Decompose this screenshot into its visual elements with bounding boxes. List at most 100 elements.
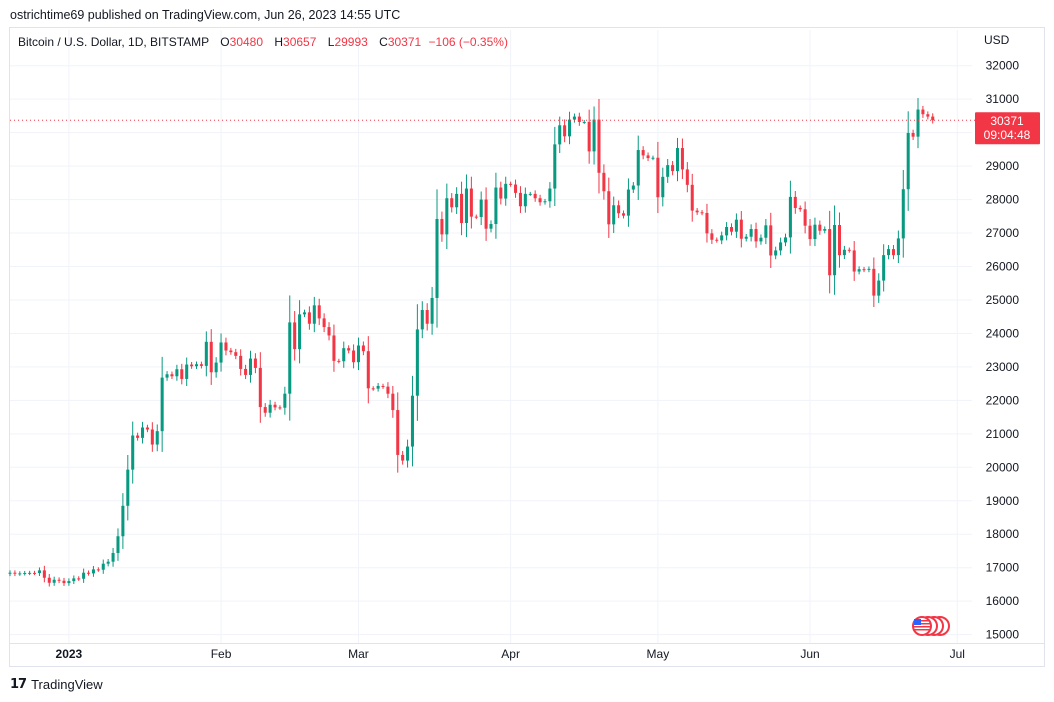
candle-body[interactable]: [543, 201, 547, 203]
candle-body[interactable]: [33, 572, 37, 574]
candle-body[interactable]: [322, 318, 326, 328]
candle-body[interactable]: [764, 225, 768, 238]
symbol-title[interactable]: Bitcoin / U.S. Dollar, 1D, BITSTAMP: [18, 35, 209, 49]
candle-body[interactable]: [361, 345, 365, 352]
candle-body[interactable]: [209, 341, 213, 373]
candle-body[interactable]: [101, 563, 105, 570]
candle-body[interactable]: [445, 198, 449, 235]
candle-body[interactable]: [165, 374, 169, 378]
candle-body[interactable]: [774, 250, 778, 256]
candle-body[interactable]: [582, 121, 586, 123]
candle-body[interactable]: [77, 578, 81, 580]
candle-body[interactable]: [140, 427, 145, 438]
candle-body[interactable]: [621, 213, 626, 216]
candle-body[interactable]: [877, 280, 881, 296]
candle-body[interactable]: [72, 578, 76, 582]
candle-body[interactable]: [57, 579, 61, 581]
candle-body[interactable]: [558, 125, 562, 145]
candle-body[interactable]: [278, 407, 282, 409]
candle-body[interactable]: [857, 269, 861, 272]
candle-body[interactable]: [666, 165, 670, 177]
candle-body[interactable]: [87, 572, 91, 574]
candle-body[interactable]: [577, 116, 581, 122]
candle-body[interactable]: [725, 227, 729, 236]
candle-body[interactable]: [248, 358, 253, 375]
candle-body[interactable]: [803, 209, 807, 226]
candle-body[interactable]: [548, 188, 552, 202]
candle-body[interactable]: [494, 187, 498, 225]
candle-body[interactable]: [572, 116, 576, 120]
candle-body[interactable]: [131, 435, 135, 470]
candle-body[interactable]: [887, 249, 891, 256]
candle-body[interactable]: [455, 193, 459, 208]
last-price-badge[interactable]: [975, 112, 1040, 145]
candle-body[interactable]: [42, 570, 46, 578]
candle-body[interactable]: [533, 193, 537, 199]
candle-body[interactable]: [813, 224, 817, 240]
candle-body[interactable]: [288, 322, 292, 394]
candle-body[interactable]: [302, 312, 307, 315]
candle-body[interactable]: [160, 377, 164, 432]
candle-body[interactable]: [8, 572, 12, 574]
candle-body[interactable]: [518, 192, 522, 207]
candle-body[interactable]: [926, 114, 930, 117]
candle-body[interactable]: [474, 216, 478, 218]
candle-body[interactable]: [312, 305, 316, 324]
candle-body[interactable]: [793, 196, 797, 208]
candle-body[interactable]: [356, 345, 361, 363]
candle-body[interactable]: [607, 191, 611, 225]
candle-body[interactable]: [891, 249, 895, 256]
chart-frame[interactable]: [9, 27, 1045, 667]
candle-body[interactable]: [587, 121, 591, 152]
candle-body[interactable]: [847, 249, 851, 251]
candle-body[interactable]: [646, 155, 650, 159]
candle-body[interactable]: [656, 157, 660, 198]
candle-body[interactable]: [229, 350, 233, 353]
candle-body[interactable]: [509, 183, 513, 185]
candle-body[interactable]: [460, 193, 464, 224]
candle-body[interactable]: [386, 386, 390, 394]
candle-body[interactable]: [729, 227, 734, 232]
candle-body[interactable]: [258, 367, 262, 408]
candle-body[interactable]: [788, 196, 792, 238]
candle-body[interactable]: [126, 469, 130, 506]
candle-body[interactable]: [307, 312, 311, 324]
candle-body[interactable]: [18, 573, 22, 575]
candle-body[interactable]: [720, 235, 724, 241]
candle-body[interactable]: [37, 570, 41, 574]
candle-body[interactable]: [818, 224, 822, 231]
candle-body[interactable]: [401, 454, 405, 461]
candle-body[interactable]: [190, 364, 194, 367]
candle-body[interactable]: [52, 579, 56, 583]
candle-body[interactable]: [553, 144, 557, 189]
candle-body[interactable]: [293, 322, 297, 350]
candle-body[interactable]: [136, 435, 140, 438]
candle-body[interactable]: [734, 219, 738, 232]
candle-body[interactable]: [921, 109, 925, 115]
candle-body[interactable]: [67, 581, 71, 584]
candle-body[interactable]: [347, 348, 351, 351]
candle-body[interactable]: [420, 310, 424, 330]
candle-body[interactable]: [273, 404, 277, 408]
candle-body[interactable]: [833, 225, 837, 276]
candle-body[interactable]: [430, 297, 434, 324]
candle-body[interactable]: [111, 552, 115, 562]
candle-body[interactable]: [116, 536, 120, 553]
candle-body[interactable]: [396, 410, 400, 455]
candle-body[interactable]: [671, 165, 675, 172]
candle-body[interactable]: [523, 193, 527, 207]
candle-body[interactable]: [916, 109, 920, 137]
candle-body[interactable]: [837, 225, 842, 256]
candle-body[interactable]: [239, 355, 243, 369]
candle-body[interactable]: [680, 148, 684, 170]
candle-body[interactable]: [896, 238, 900, 256]
candle-body[interactable]: [739, 219, 743, 239]
candle-body[interactable]: [602, 172, 606, 192]
candle-body[interactable]: [931, 116, 935, 121]
candle-body[interactable]: [244, 368, 248, 375]
candle-body[interactable]: [828, 229, 832, 276]
candle-body[interactable]: [185, 364, 189, 379]
candle-body[interactable]: [901, 189, 905, 239]
candle-body[interactable]: [366, 351, 370, 389]
